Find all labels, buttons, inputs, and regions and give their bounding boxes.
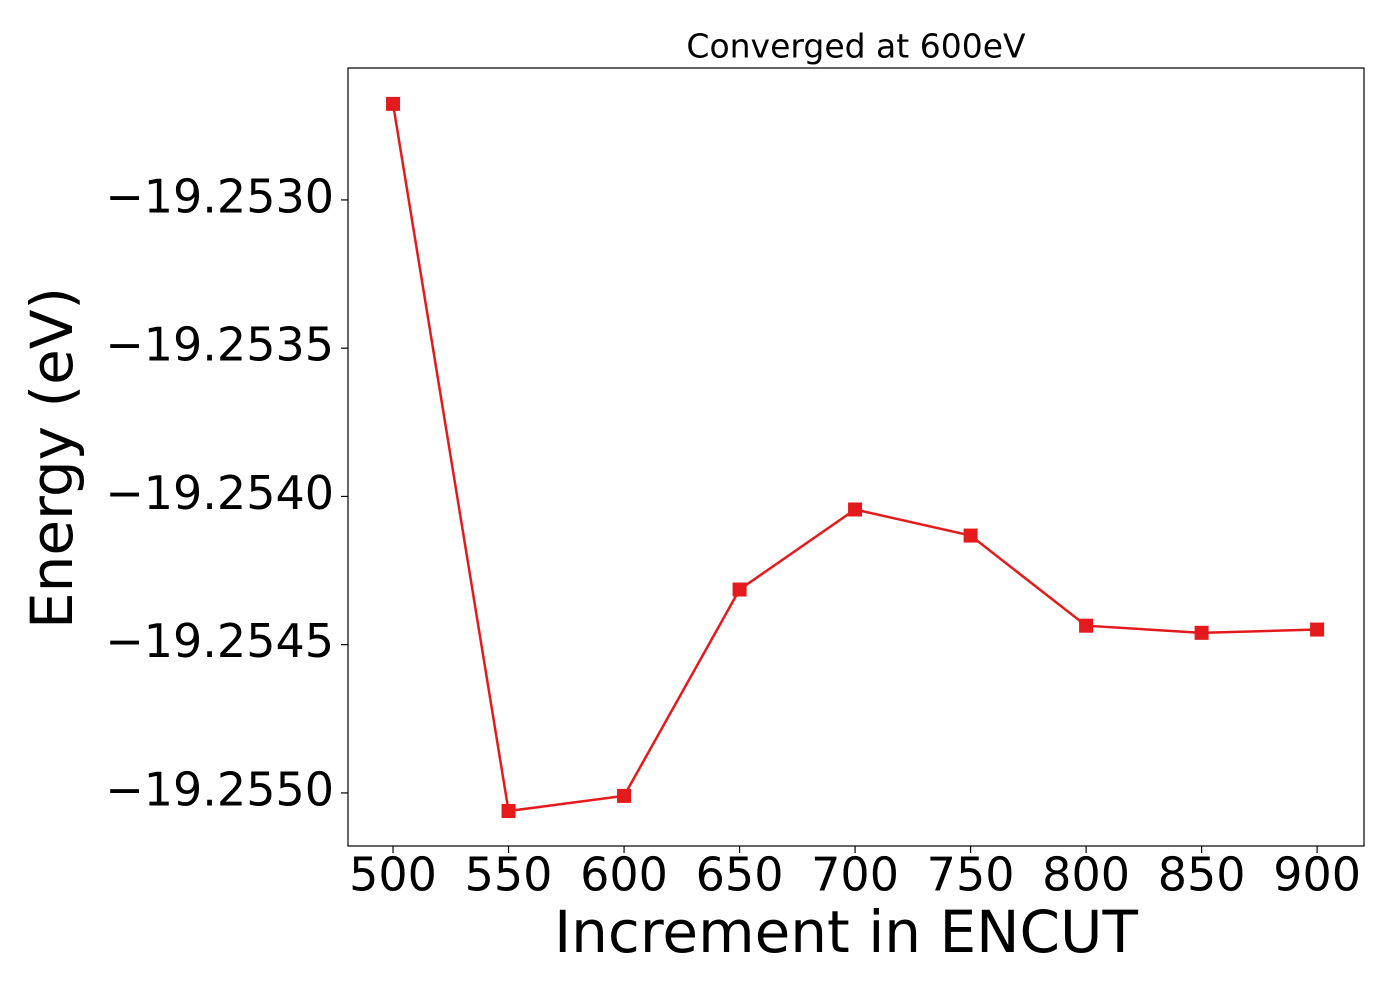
y-tick-label: −19.2540 [105, 466, 334, 520]
x-tick-label: 550 [465, 848, 553, 902]
data-marker [617, 788, 632, 803]
data-marker [963, 528, 978, 543]
y-axis-label: Energy (eV) [18, 287, 86, 629]
x-tick-label: 900 [1273, 848, 1361, 902]
x-tick-label: 500 [349, 848, 437, 902]
x-tick-label: 750 [927, 848, 1015, 902]
y-tick-label: −19.2545 [105, 614, 334, 668]
data-marker [848, 502, 863, 517]
y-tick-label: −19.2550 [105, 762, 334, 816]
chart-title: Converged at 600eV [686, 27, 1026, 66]
x-tick-label: 800 [1042, 848, 1130, 902]
x-axis-label: Increment in ENCUT [554, 898, 1138, 966]
data-marker [501, 804, 516, 819]
data-marker [1079, 618, 1094, 633]
x-tick-label: 700 [811, 848, 899, 902]
x-tick-label: 600 [580, 848, 668, 902]
data-marker [1194, 625, 1209, 640]
plot-frame [347, 67, 1365, 847]
data-marker [386, 96, 401, 111]
y-tick-label: −19.2530 [105, 169, 334, 223]
data-line [391, 103, 1318, 813]
x-tick-label: 650 [696, 848, 784, 902]
y-tick-label: −19.2535 [105, 318, 334, 372]
x-tick-label: 850 [1158, 848, 1246, 902]
data-marker [732, 582, 747, 597]
data-marker [1310, 622, 1325, 637]
